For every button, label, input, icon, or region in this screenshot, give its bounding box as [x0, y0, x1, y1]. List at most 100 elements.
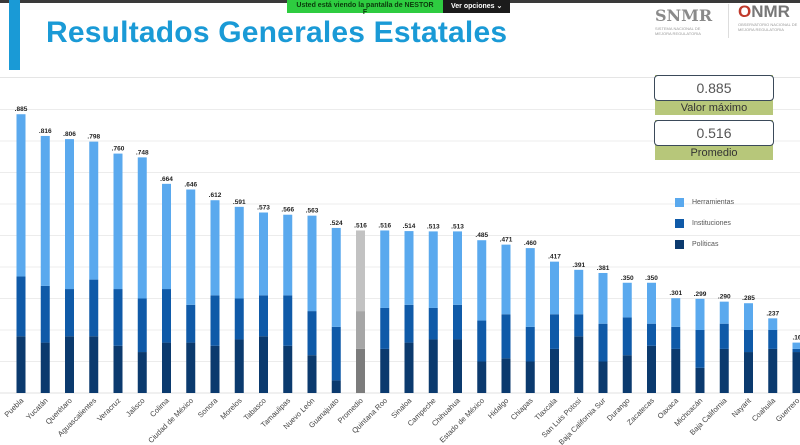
data-label: .301 — [669, 290, 682, 297]
data-label: .513 — [451, 223, 464, 230]
bar-segment-politicas — [404, 342, 414, 393]
x-tick-label: Ciudad de México — [146, 396, 195, 445]
bar-segment-herramientas — [307, 215, 317, 312]
bar-segment-instituciones — [356, 311, 365, 349]
bar-segment-herramientas — [234, 206, 244, 299]
max-value: 0.885 — [654, 75, 774, 101]
legend-label: Herramientas — [692, 199, 735, 206]
bar-segment-politicas — [453, 339, 462, 393]
bar-segment-politicas — [744, 352, 753, 393]
bar-segment-herramientas — [113, 153, 123, 290]
bar-segment-herramientas — [453, 231, 462, 305]
data-label: .591 — [233, 199, 246, 206]
average-value: 0.516 — [654, 120, 774, 146]
bar-segment-politicas — [89, 336, 99, 393]
bar-segment-instituciones — [283, 295, 293, 346]
bar-segment-herramientas — [598, 272, 608, 324]
bar-segment-politicas — [186, 342, 196, 393]
bar-segment-instituciones — [574, 314, 584, 337]
bar-segment-politicas — [234, 339, 244, 393]
bar-segment-herramientas — [186, 189, 196, 305]
bar-segment-herramientas — [477, 240, 487, 321]
x-tick-label: Chiapas — [509, 396, 535, 422]
bar-segment-instituciones — [40, 285, 50, 343]
data-label: .513 — [427, 223, 440, 230]
bar-segment-herramientas — [283, 214, 293, 296]
bar-segment-herramientas — [162, 183, 171, 290]
title-accent-bar — [9, 0, 20, 70]
x-tick-label: Sonora — [196, 395, 220, 419]
bar-segment-politicas — [719, 348, 729, 393]
bar-segment-herramientas — [550, 261, 559, 315]
data-label: .350 — [645, 275, 658, 282]
bar-segment-herramientas — [695, 298, 705, 330]
data-label: .290 — [718, 294, 731, 301]
x-tick-label: Puebla — [3, 395, 26, 418]
x-tick-label: Hidalgo — [486, 396, 510, 420]
data-label: .798 — [87, 134, 100, 141]
bar-segment-instituciones — [647, 323, 656, 346]
legend-item-politicas: Políticas — [675, 234, 734, 255]
view-options-button[interactable]: Ver opciones ⌄ — [443, 0, 511, 13]
bar-segment-politicas — [16, 336, 26, 393]
data-label: .350 — [621, 275, 634, 282]
data-label: .285 — [742, 295, 755, 302]
data-label: .806 — [63, 131, 76, 138]
bar-segment-politicas — [647, 345, 656, 393]
bar-segment-politicas — [501, 358, 511, 393]
bar-segment-politicas — [768, 348, 778, 393]
legend-item-herramientas: Herramientas — [675, 192, 734, 213]
data-label: .573 — [257, 205, 270, 212]
max-value-card: 0.885 Valor máximo — [654, 75, 774, 115]
max-value-label: Valor máximo — [680, 102, 748, 114]
data-label: .16 — [792, 335, 800, 342]
bar-segment-politicas — [622, 355, 632, 393]
legend-swatch — [675, 240, 684, 249]
data-label: .299 — [694, 291, 707, 298]
bar-segment-instituciones — [428, 307, 438, 340]
screen-share-label: Usted está viendo la pantalla de NESTOR … — [287, 0, 443, 16]
bar-segment-herramientas — [768, 318, 778, 330]
bar-segment-politicas — [574, 336, 584, 393]
bar-segment-instituciones — [186, 304, 196, 343]
bar-segment-politicas — [259, 336, 268, 393]
bar-segment-herramientas — [331, 227, 341, 327]
legend-swatch — [675, 219, 684, 228]
data-label: .748 — [136, 149, 149, 156]
logo-divider — [728, 4, 729, 38]
bar-segment-politicas — [428, 339, 438, 393]
data-label: .612 — [209, 192, 222, 199]
data-label: .646 — [184, 182, 197, 189]
bar-segment-politicas — [356, 348, 365, 393]
data-label: .885 — [15, 106, 28, 113]
header-divider — [0, 77, 800, 78]
data-label: .514 — [403, 223, 416, 230]
screen-share-banner: Usted está viendo la pantalla de NESTOR … — [287, 0, 511, 16]
legend-label: Políticas — [692, 241, 719, 248]
data-label: .237 — [766, 310, 779, 317]
bar-segment-instituciones — [453, 304, 462, 340]
data-label: .816 — [39, 128, 52, 135]
bar-segment-politicas — [283, 345, 293, 393]
legend-swatch — [675, 198, 684, 207]
bar-segment-instituciones — [404, 304, 414, 343]
x-tick-label: Guerrero — [774, 396, 800, 424]
bar-segment-politicas — [598, 361, 608, 393]
bar-segment-herramientas — [89, 141, 99, 280]
bar-segment-instituciones — [550, 314, 559, 349]
bar-segment-instituciones — [331, 326, 341, 381]
bar-segment-instituciones — [744, 330, 753, 353]
bar-segment-herramientas — [671, 298, 681, 327]
data-label: .471 — [500, 237, 513, 244]
data-label: .516 — [354, 222, 367, 229]
bar-segment-instituciones — [16, 276, 26, 337]
bar-segment-instituciones — [259, 295, 268, 337]
bar-segment-politicas — [113, 345, 123, 393]
bar-segment-politicas — [792, 352, 800, 393]
data-label: .381 — [597, 265, 610, 272]
data-label: .417 — [548, 254, 561, 261]
bar-segment-instituciones — [210, 295, 220, 346]
bar-segment-herramientas — [259, 212, 268, 296]
bar-segment-instituciones — [598, 323, 608, 362]
bar-segment-herramientas — [210, 200, 220, 296]
